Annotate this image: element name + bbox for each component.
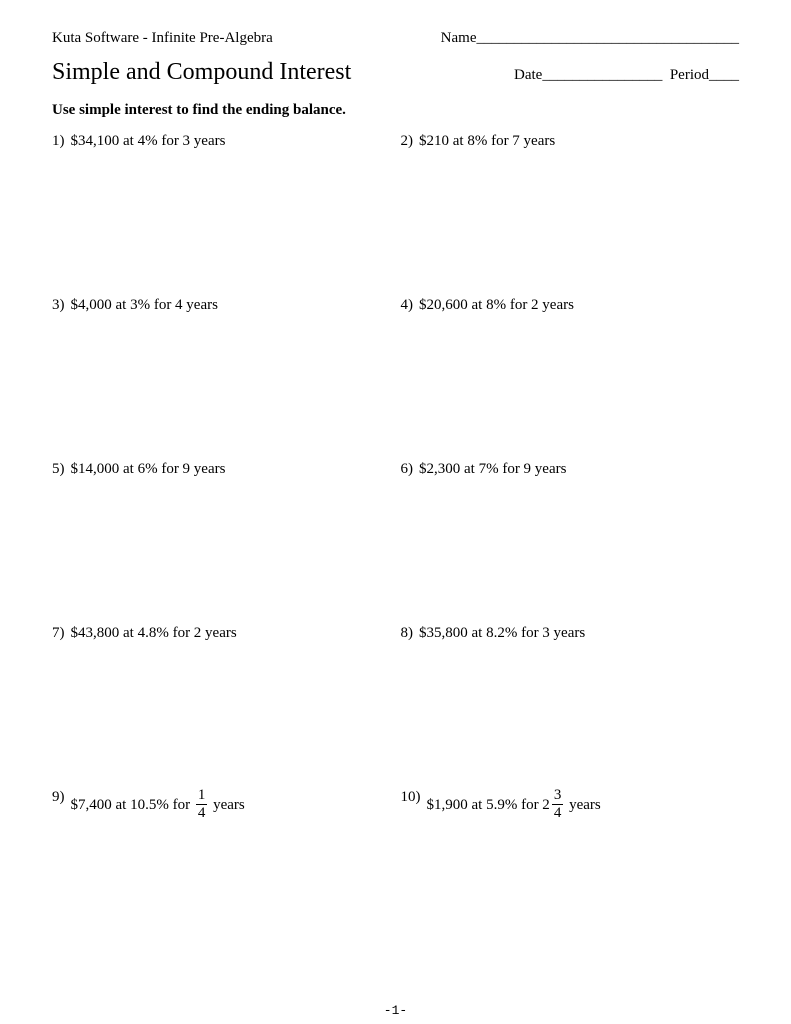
problem-number: 3) xyxy=(52,297,65,314)
fraction: 14 xyxy=(196,788,208,821)
problem-number: 1) xyxy=(52,133,65,150)
problem-text: $14,000 at 6% for 9 years xyxy=(71,461,226,478)
page-number: -1- xyxy=(384,1003,407,1018)
problem-4: 4) $20,600 at 8% for 2 years xyxy=(401,297,740,461)
problem-number: 5) xyxy=(52,461,65,478)
problem-prefix: $1,900 at 5.9% for 2 xyxy=(427,797,550,813)
period-field-label: Period____ xyxy=(670,67,739,83)
fraction-numerator: 1 xyxy=(196,788,208,805)
problem-number: 7) xyxy=(52,625,65,642)
fraction-denominator: 4 xyxy=(196,805,208,821)
problem-text: $210 at 8% for 7 years xyxy=(419,133,555,150)
problem-6: 6) $2,300 at 7% for 9 years xyxy=(401,461,740,625)
problem-text: $35,800 at 8.2% for 3 years xyxy=(419,625,585,642)
problem-text: $1,900 at 5.9% for 234 years xyxy=(427,789,601,822)
problem-text: $7,400 at 10.5% for 14 years xyxy=(71,789,245,822)
problem-number: 2) xyxy=(401,133,414,150)
problem-7: 7) $43,800 at 4.8% for 2 years xyxy=(52,625,391,789)
problem-5: 5) $14,000 at 6% for 9 years xyxy=(52,461,391,625)
fraction-denominator: 4 xyxy=(552,805,564,821)
problem-suffix: years xyxy=(209,797,244,813)
problem-8: 8) $35,800 at 8.2% for 3 years xyxy=(401,625,740,789)
problem-number: 8) xyxy=(401,625,414,642)
worksheet-title: Simple and Compound Interest xyxy=(52,59,351,86)
problem-10: 10) $1,900 at 5.9% for 234 years xyxy=(401,789,740,953)
problem-text: $4,000 at 3% for 4 years xyxy=(71,297,218,314)
problem-text: $20,600 at 8% for 2 years xyxy=(419,297,574,314)
problem-number: 6) xyxy=(401,461,414,478)
title-row: Simple and Compound Interest Date_______… xyxy=(52,59,739,86)
problem-number: 9) xyxy=(52,789,65,806)
problem-3: 3) $4,000 at 3% for 4 years xyxy=(52,297,391,461)
problem-suffix: years xyxy=(565,797,600,813)
problems-grid: 1) $34,100 at 4% for 3 years 2) $210 at … xyxy=(52,133,739,953)
problem-2: 2) $210 at 8% for 7 years xyxy=(401,133,740,297)
date-field-label: Date________________ xyxy=(514,67,662,83)
problem-9: 9) $7,400 at 10.5% for 14 years xyxy=(52,789,391,953)
header-row: Kuta Software - Infinite Pre-Algebra Nam… xyxy=(52,30,739,47)
problem-text: $43,800 at 4.8% for 2 years xyxy=(71,625,237,642)
date-period-labels: Date________________ Period____ xyxy=(464,67,739,84)
problem-text: $2,300 at 7% for 9 years xyxy=(419,461,566,478)
problem-prefix: $7,400 at 10.5% for xyxy=(71,797,194,813)
problem-number: 4) xyxy=(401,297,414,314)
instruction-text: Use simple interest to find the ending b… xyxy=(52,102,739,119)
problem-number: 10) xyxy=(401,789,421,806)
problem-1: 1) $34,100 at 4% for 3 years xyxy=(52,133,391,297)
software-name: Kuta Software - Infinite Pre-Algebra xyxy=(52,30,273,47)
name-field-label: Name___________________________________ xyxy=(441,30,739,47)
fraction-numerator: 3 xyxy=(552,788,564,805)
fraction: 34 xyxy=(552,788,564,821)
problem-text: $34,100 at 4% for 3 years xyxy=(71,133,226,150)
